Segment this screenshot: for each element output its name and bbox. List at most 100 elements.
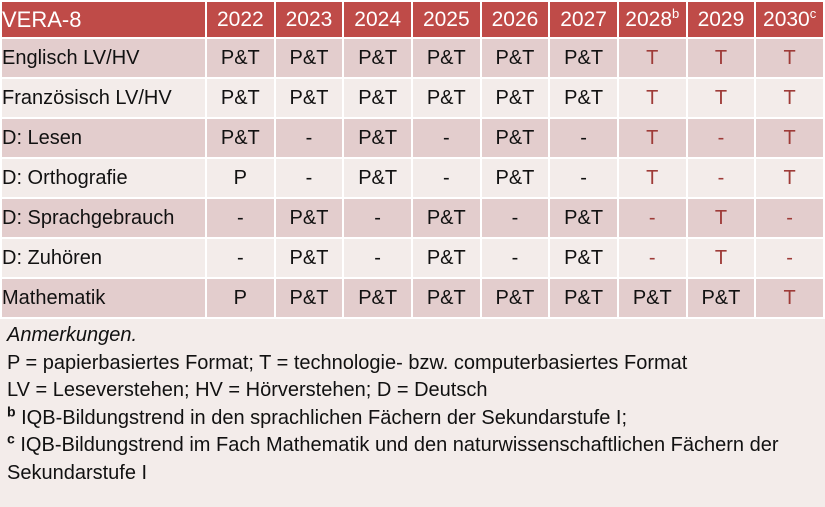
table-row: D: Zuhören - P&T - P&T - P&T - T - (2, 239, 823, 277)
table-title: VERA-8 (2, 2, 205, 37)
format-cell: - (550, 159, 617, 197)
format-cell: - (550, 119, 617, 157)
format-cell: P&T (344, 159, 411, 197)
format-cell: - (207, 199, 274, 237)
format-cell: T (756, 119, 823, 157)
format-cell: T (618, 119, 686, 157)
format-cell: P&T (481, 39, 549, 77)
note-format-legend: P = papierbasiertes Format; T = technolo… (7, 351, 688, 374)
year-header-2027: 2027 (550, 2, 617, 37)
format-cell: P&T (412, 199, 480, 237)
table-row: D: Lesen P&T - P&T - P&T - T - T (2, 119, 823, 157)
year-header-2030: 2030c (756, 2, 823, 37)
format-cell: - (412, 119, 480, 157)
table-header: VERA-8 2022 2023 2024 2025 2026 2027 2028b 2029… (2, 2, 823, 37)
format-cell: T (756, 159, 823, 197)
table-row: Englisch LV/HV P&T P&T P&T P&T P&T P&T T T T (2, 39, 823, 77)
format-cell: P&T (550, 199, 617, 237)
format-cell: P&T (618, 279, 686, 317)
format-cell: T (687, 79, 755, 117)
format-cell: P&T (275, 279, 343, 317)
format-cell: T (756, 39, 823, 77)
table-row: Französisch LV/HV P&T P&T P&T P&T P&T P&T T T T (2, 79, 823, 117)
row-label: Englisch LV/HV (2, 39, 205, 77)
table-row: D: Sprachgebrauch - P&T - P&T - P&T - T - (2, 199, 823, 237)
row-label: D: Orthografie (2, 159, 205, 197)
notes-section: Anmerkungen. P = papierbasiertes Format;… (0, 319, 825, 507)
format-cell: P&T (687, 279, 755, 317)
notes-heading: Anmerkungen. (7, 324, 138, 346)
footnote-b: b IQB-Bildungstrend in den sprachlichen … (7, 402, 816, 433)
format-cell: P&T (481, 79, 549, 117)
format-cell: - (687, 119, 755, 157)
format-cell: T (618, 39, 686, 77)
format-cell: P (207, 159, 274, 197)
format-cell: T (756, 79, 823, 117)
format-cell: T (687, 199, 755, 237)
format-cell: - (344, 199, 411, 237)
row-label: D: Sprachgebrauch (2, 199, 205, 237)
year-header-2022: 2022 (207, 2, 274, 37)
format-cell: P&T (344, 79, 411, 117)
format-cell: P&T (481, 279, 549, 317)
header-superscript-b: b (672, 5, 680, 21)
header-superscript-c: c (809, 5, 817, 21)
row-label: Französisch LV/HV (2, 79, 205, 117)
format-cell: P&T (207, 79, 274, 117)
format-cell: P&T (481, 159, 549, 197)
format-cell: P&T (550, 239, 617, 277)
format-cell: P&T (275, 239, 343, 277)
format-cell: P&T (550, 279, 617, 317)
format-cell: P&T (207, 39, 274, 77)
format-cell: T (687, 39, 755, 77)
table-row: Mathematik P P&T P&T P&T P&T P&T P&T P&T T (2, 279, 823, 317)
year-header-2024: 2024 (344, 2, 411, 37)
format-cell: - (756, 239, 823, 277)
format-cell: P&T (412, 39, 480, 77)
format-cell: - (481, 239, 549, 277)
format-cell: P&T (550, 79, 617, 117)
year-header-2028: 2028b (618, 2, 686, 37)
format-cell: - (275, 159, 343, 197)
format-cell: - (481, 199, 549, 237)
format-cell: T (687, 239, 755, 277)
format-cell: P&T (412, 239, 480, 277)
format-cell: - (756, 199, 823, 237)
format-cell: - (412, 159, 480, 197)
footnote-c-text: IQB-Bildungstrend im Fach Mathematik und… (7, 434, 779, 484)
footnote-c-marker: c (7, 430, 15, 447)
year-header-2029: 2029 (687, 2, 755, 37)
footnote-b-marker: b (7, 402, 16, 419)
row-label: Mathematik (2, 279, 205, 317)
format-cell: P&T (412, 279, 480, 317)
format-cell: - (207, 239, 274, 277)
format-cell: P&T (344, 39, 411, 77)
format-cell: - (344, 239, 411, 277)
header-row: VERA-8 2022 2023 2024 2025 2026 2027 2028b 2029… (2, 2, 823, 37)
format-cell: T (756, 279, 823, 317)
format-cell: P&T (207, 119, 274, 157)
row-label: D: Zuhören (2, 239, 205, 277)
format-cell: P&T (275, 79, 343, 117)
format-cell: P&T (275, 199, 343, 237)
format-cell: P&T (550, 39, 617, 77)
format-cell: P&T (344, 279, 411, 317)
format-cell: - (687, 159, 755, 197)
year-header-2023: 2023 (275, 2, 343, 37)
year-header-2026: 2026 (481, 2, 549, 37)
vera8-schedule-table: VERA-8 2022 2023 2024 2025 2026 2027 2028b 2029… (2, 2, 823, 317)
format-cell: - (618, 239, 686, 277)
format-cell: P&T (481, 119, 549, 157)
format-cell: T (618, 79, 686, 117)
footnote-c: c IQB-Bildungstrend im Fach Mathematik u… (7, 430, 816, 487)
format-cell: P (207, 279, 274, 317)
row-label: D: Lesen (2, 119, 205, 157)
format-cell: T (618, 159, 686, 197)
format-cell: P&T (412, 79, 480, 117)
format-cell: - (618, 199, 686, 237)
table-row: D: Orthografie P - P&T - P&T - T - T (2, 159, 823, 197)
footnote-b-text: IQB-Bildungstrend in den sprachlichen Fä… (21, 406, 628, 429)
year-header-2025: 2025 (412, 2, 480, 37)
table-body: Englisch LV/HV P&T P&T P&T P&T P&T P&T T T T Franz… (2, 39, 823, 317)
